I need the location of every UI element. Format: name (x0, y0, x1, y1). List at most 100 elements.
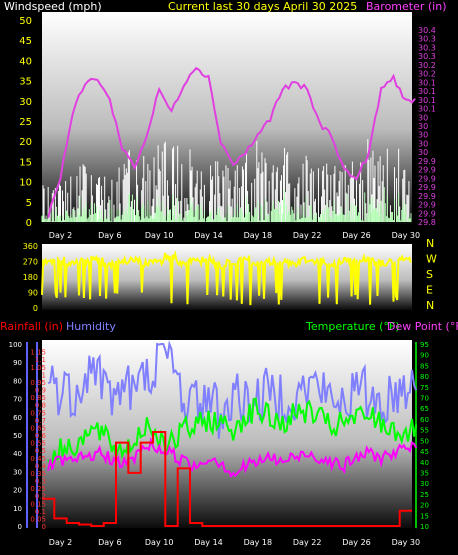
rainfall-line (42, 431, 412, 527)
barometer-tick-label: 30.3 (418, 43, 436, 52)
temperature-tick-label: 25 (420, 491, 429, 499)
barometer-tick-label: 29.9 (418, 192, 436, 201)
humidity-tick-label: 10 (13, 505, 22, 513)
x-tick-label: Day 10 (145, 231, 174, 240)
humidity-tick-label: 100 (9, 341, 22, 349)
wind-tick-label: 20 (19, 137, 32, 148)
rain-tick-label: 1.15 (30, 349, 46, 357)
temperature-tick-label: 30 (420, 480, 429, 488)
wind-tick-label: 35 (19, 77, 32, 88)
humidity-tick-label: 60 (13, 414, 22, 422)
rain-tick-label: 0.7 (35, 417, 46, 425)
humidity-tick-label: 40 (13, 450, 22, 458)
barometer-tick-label: 29.9 (418, 166, 436, 175)
rain-tick-label: 0.9 (35, 387, 46, 395)
x-tick-label: Day 14 (194, 231, 223, 240)
humidity-tick-label: 80 (13, 377, 22, 385)
barometer-tick-label: 30.1 (418, 96, 436, 105)
direction-tick-label: 270 (23, 258, 38, 267)
x-tick-label: Day 30 (392, 231, 421, 240)
x-tick-label: Day 2 (49, 231, 72, 240)
wind-tick-label: 30 (19, 97, 32, 108)
x-tick-label: Day 30 (392, 538, 421, 547)
rain-tick-label: 0.45 (30, 455, 46, 463)
barometer-line (47, 66, 416, 218)
rain-tick-label: 0.75 (30, 409, 46, 417)
temperature-tick-label: 15 (420, 512, 429, 520)
temperature-tick-label: 35 (420, 469, 429, 477)
x-tick-label: Day 18 (244, 538, 273, 547)
rain-tick-label: 0.95 (30, 379, 46, 387)
x-tick-label: Day 6 (98, 231, 121, 240)
temperature-line (47, 397, 418, 470)
barometer-tick-label: 30.3 (418, 52, 436, 61)
rain-tick-label: 1.05 (30, 364, 46, 372)
x-tick-label: Day 14 (194, 538, 223, 547)
rainfall-label: Rainfall (in) (0, 320, 63, 333)
barometer-tick-label: 30.1 (418, 105, 436, 114)
temperature-tick-label: 95 (420, 341, 429, 349)
dewpoint-label: Dew Point (°F) (387, 320, 458, 333)
humidity-tick-label: 20 (13, 487, 22, 495)
barometer-tick-label: 29.9 (418, 201, 436, 210)
wind-tick-label: 5 (26, 198, 32, 209)
temperature-tick-label: 45 (420, 448, 429, 456)
chart-title: Current last 30 days April 30 2025 (168, 0, 357, 13)
rain-tick-label: 0.05 (30, 515, 46, 523)
wind-tick-label: 45 (19, 36, 32, 47)
barometer-tick-label: 30.1 (418, 87, 436, 96)
rain-tick-label: 1.1 (35, 356, 46, 364)
x-tick-label: Day 10 (145, 538, 174, 547)
compass-label: N (426, 237, 434, 250)
compass-label: N (426, 299, 434, 312)
barometer-tick-label: 30 (418, 113, 428, 122)
temperature-tick-label: 75 (420, 384, 429, 392)
barometer-tick-label: 29.9 (418, 183, 436, 192)
rain-tick-label: 0.1 (35, 508, 46, 516)
temperature-tick-label: 85 (420, 362, 429, 370)
barometer-tick-label: 30 (418, 148, 428, 157)
temperature-tick-label: 80 (420, 373, 429, 381)
rain-tick-label: 0.15 (30, 500, 46, 508)
humidity-tick-label: 70 (13, 396, 22, 404)
humidity-line (47, 340, 418, 439)
rain-tick-label: 0.5 (35, 447, 46, 455)
direction-tick-label: 90 (28, 289, 38, 298)
wind-tick-label: 40 (19, 56, 32, 67)
direction-tick-label: 180 (23, 273, 38, 282)
barometer-tick-label: 29.9 (418, 209, 436, 218)
temperature-tick-label: 10 (420, 523, 429, 531)
temperature-tick-label: 50 (420, 437, 429, 445)
x-tick-label: Day 6 (98, 538, 121, 547)
compass-label: W (426, 253, 437, 266)
barometer-tick-label: 30 (418, 131, 428, 140)
compass-label: E (426, 284, 433, 297)
x-tick-label: Day 22 (293, 231, 322, 240)
rain-tick-label: 0.35 (30, 470, 46, 478)
x-tick-label: Day 18 (244, 231, 273, 240)
barometer-tick-label: 30.2 (418, 61, 436, 70)
rain-tick-label: 0.6 (35, 432, 47, 440)
barometer-tick-label: 30 (418, 139, 428, 148)
x-tick-label: Day 22 (293, 538, 322, 547)
wind-tick-label: 0 (26, 218, 32, 229)
temperature-tick-label: 55 (420, 427, 429, 435)
wind-direction-line (41, 249, 412, 306)
temperature-label: Temperature (°F) (305, 320, 400, 333)
barometer-tick-label: 29.9 (418, 157, 436, 166)
x-tick-label: Day 2 (49, 538, 72, 547)
wind-tick-label: 25 (19, 117, 32, 128)
rain-tick-label: 0.3 (35, 478, 46, 486)
barometer-tick-label: 29.8 (418, 218, 436, 227)
temperature-tick-label: 90 (420, 352, 429, 360)
direction-tick-label: 0 (33, 304, 38, 313)
barometer-tick-label: 30 (418, 122, 428, 131)
rain-tick-label: 0.85 (30, 394, 46, 402)
rain-tick-label: 1 (42, 371, 46, 379)
barometer-tick-label: 30.2 (418, 70, 436, 79)
temperature-tick-label: 65 (420, 405, 429, 413)
barometer-tick-label: 30.4 (418, 26, 436, 35)
rain-tick-label: 0.8 (35, 402, 46, 410)
rain-tick-label: 0.2 (35, 493, 46, 501)
